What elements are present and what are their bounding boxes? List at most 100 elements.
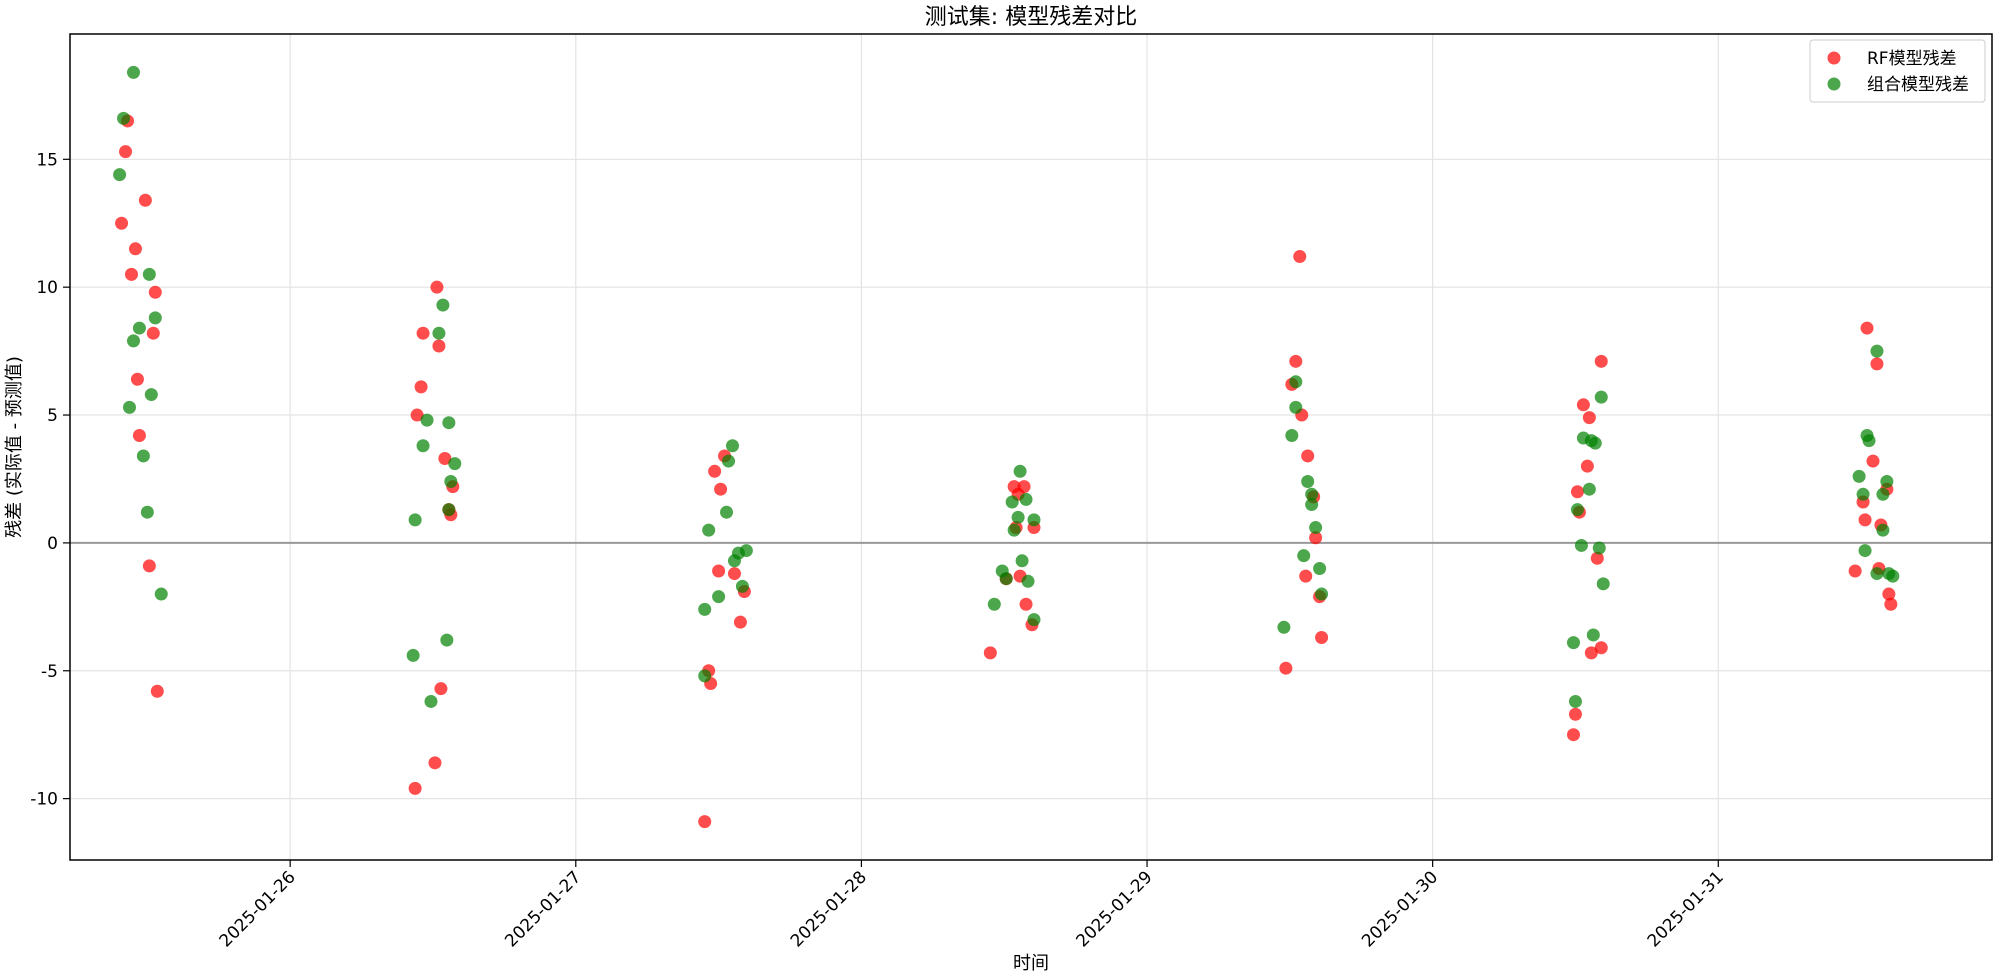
rf-residual-point [1582, 411, 1596, 425]
rf-residual-point [1858, 513, 1872, 527]
combined-residual-point [1027, 613, 1041, 627]
combined-residual-point [1870, 344, 1884, 358]
rf-residual-point [983, 646, 997, 660]
combined-residual-point [1027, 513, 1041, 527]
combined-residual-point [142, 267, 156, 281]
rf-residual-point [1301, 449, 1315, 463]
combined-residual-point [144, 388, 158, 402]
combined-residual-point [725, 439, 739, 453]
combined-residual-point [720, 505, 734, 519]
y-tick-label: -5 [41, 662, 58, 682]
combined-residual-point [1858, 544, 1872, 558]
combined-residual-point [1870, 567, 1884, 581]
combined-residual-point [1313, 561, 1327, 575]
legend-box [1809, 39, 1986, 103]
legend-marker-rf [1827, 51, 1841, 65]
combined-residual-point [727, 554, 741, 568]
rf-residual-point [430, 280, 444, 294]
rf-residual-point [1866, 454, 1880, 468]
combined-residual-point [1588, 436, 1602, 450]
combined-residual-point [1301, 475, 1315, 489]
rf-residual-point [1848, 564, 1862, 578]
rf-residual-point [408, 781, 422, 795]
combined-residual-point [126, 65, 140, 79]
combined-residual-point [132, 321, 146, 335]
combined-residual-point [702, 523, 716, 537]
rf-residual-point [1576, 398, 1590, 412]
rf-residual-point [146, 326, 160, 340]
combined-residual-point [436, 298, 450, 312]
x-axis-label: 时间 [1013, 953, 1049, 974]
rf-residual-point [438, 452, 452, 466]
combined-residual-point [442, 416, 456, 430]
rf-residual-point [1584, 646, 1598, 660]
rf-residual-point [1870, 357, 1884, 371]
rf-residual-point [708, 464, 722, 478]
combined-residual-point [432, 326, 446, 340]
rf-residual-point [1019, 597, 1033, 611]
rf-residual-point [1293, 249, 1307, 263]
combined-residual-point [1886, 569, 1900, 583]
combined-residual-point [1005, 495, 1019, 509]
rf-residual-point [1279, 661, 1293, 675]
y-tick-label: 15 [36, 150, 58, 170]
rf-residual-point [1315, 631, 1329, 645]
combined-residual-point [1876, 523, 1890, 537]
rf-residual-point [1882, 587, 1896, 601]
combined-residual-point [1007, 523, 1021, 537]
combined-residual-point [999, 572, 1013, 586]
combined-residual-point [1297, 549, 1311, 563]
rf-residual-point [432, 339, 446, 353]
legend-label-combined: 组合模型残差 [1867, 75, 1969, 95]
combined-residual-point [1015, 554, 1029, 568]
rf-residual-point [698, 815, 712, 829]
combined-residual-point [698, 602, 712, 616]
rf-residual-point [434, 682, 448, 696]
combined-residual-point [1594, 390, 1608, 404]
combined-residual-point [1856, 487, 1870, 501]
combined-residual-point [1305, 498, 1319, 512]
combined-residual-point [987, 597, 1001, 611]
combined-residual-point [123, 400, 137, 414]
rf-residual-point [148, 285, 162, 299]
combined-residual-point [1876, 487, 1890, 501]
rf-residual-point [712, 564, 726, 578]
rf-residual-point [132, 428, 146, 442]
combined-residual-point [406, 648, 420, 662]
combined-residual-point [140, 505, 154, 519]
y-axis-label: 残差 (实际值 - 预测值) [4, 356, 25, 538]
rf-residual-point [128, 242, 142, 256]
combined-residual-point [408, 513, 422, 527]
rf-residual-point [130, 372, 144, 386]
combined-residual-point [1277, 620, 1291, 634]
rf-residual-point [138, 193, 152, 207]
chart-title: 测试集: 模型残差对比 [925, 5, 1137, 30]
y-tick-label: -10 [30, 790, 58, 810]
combined-residual-point [1289, 375, 1303, 389]
rf-residual-point [119, 145, 133, 159]
rf-residual-point [727, 567, 741, 581]
y-tick-label: 0 [47, 534, 58, 554]
combined-residual-point [416, 439, 430, 453]
combined-residual-point [420, 413, 434, 427]
rf-residual-point [1594, 354, 1608, 368]
rf-residual-point [1289, 354, 1303, 368]
combined-residual-point [424, 694, 438, 708]
combined-residual-point [1013, 464, 1027, 478]
legend-marker-combined [1827, 77, 1841, 91]
combined-residual-point [126, 334, 140, 348]
rf-residual-point [1309, 531, 1323, 545]
rf-residual-point [1568, 707, 1582, 721]
combined-residual-point [1574, 538, 1588, 552]
legend: RF模型残差 组合模型残差 [1809, 39, 1986, 103]
combined-residual-point [1570, 503, 1584, 517]
combined-residual-point [1852, 469, 1866, 483]
combined-residual-point [698, 669, 712, 683]
combined-residual-point [1862, 434, 1876, 448]
combined-residual-point [1021, 574, 1035, 588]
combined-residual-point [148, 311, 162, 325]
combined-residual-point [448, 457, 462, 471]
rf-residual-point [414, 380, 428, 394]
combined-residual-point [1592, 541, 1606, 555]
